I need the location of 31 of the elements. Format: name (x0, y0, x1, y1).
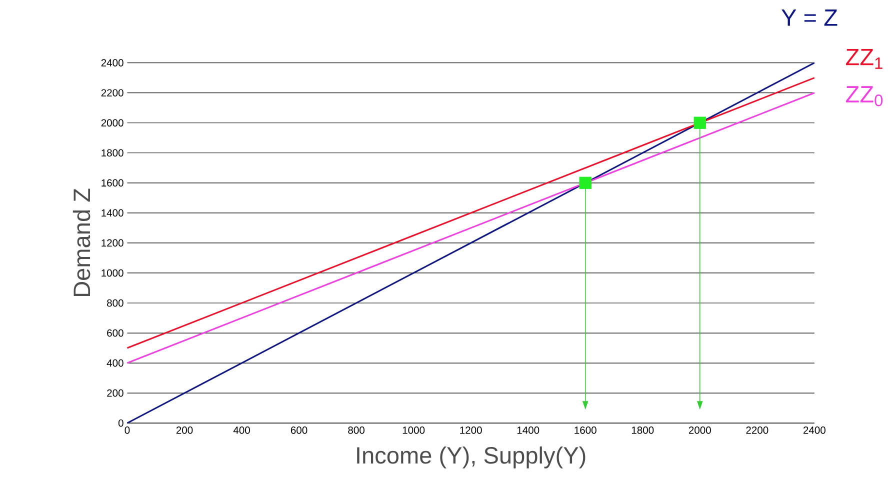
x-tick-label: 0 (124, 426, 130, 434)
x-tick-label: 400 (233, 426, 250, 434)
y-tick-label: 1000 (102, 270, 124, 277)
y-tick-label: 1200 (102, 239, 124, 247)
y-tick-label: 600 (107, 330, 124, 337)
y-tick-label: 1800 (102, 149, 124, 157)
x-axis-title: Income (Y), Supply(Y) (357, 446, 586, 469)
y-tick-label: 200 (107, 390, 124, 397)
x-tick-label: 600 (290, 426, 308, 434)
x-tick-label: 1600 (574, 426, 596, 434)
x-tick-label: 800 (348, 426, 364, 434)
y-tick-label: 400 (106, 360, 124, 367)
y-tick-label: 2000 (101, 119, 124, 127)
y-tick-label: 1600 (102, 179, 124, 187)
x-tick-label: 1200 (460, 426, 482, 434)
y-tick-label: 0 (118, 420, 124, 427)
series-label: Y = Z (782, 10, 838, 26)
x-tick-label: 1000 (402, 426, 425, 434)
series-label: ZZ$_{0}$ (846, 86, 883, 106)
series-label: ZZ$_{1}$ (846, 49, 882, 70)
y-axis-title: Demand Z (72, 188, 90, 296)
y-tick-label: 1400 (102, 209, 124, 217)
x-tick-label: 2000 (688, 426, 711, 434)
x-tick-label: 1800 (632, 426, 654, 434)
x-tick-label: 2200 (746, 426, 768, 434)
x-tick-label: 2400 (803, 426, 826, 434)
y-tick-label: 2200 (101, 89, 124, 97)
y-tick-label: 800 (107, 300, 124, 307)
x-tick-label: 1400 (517, 426, 540, 434)
x-tick-label: 200 (176, 426, 193, 434)
y-tick-label: 2400 (101, 59, 124, 67)
